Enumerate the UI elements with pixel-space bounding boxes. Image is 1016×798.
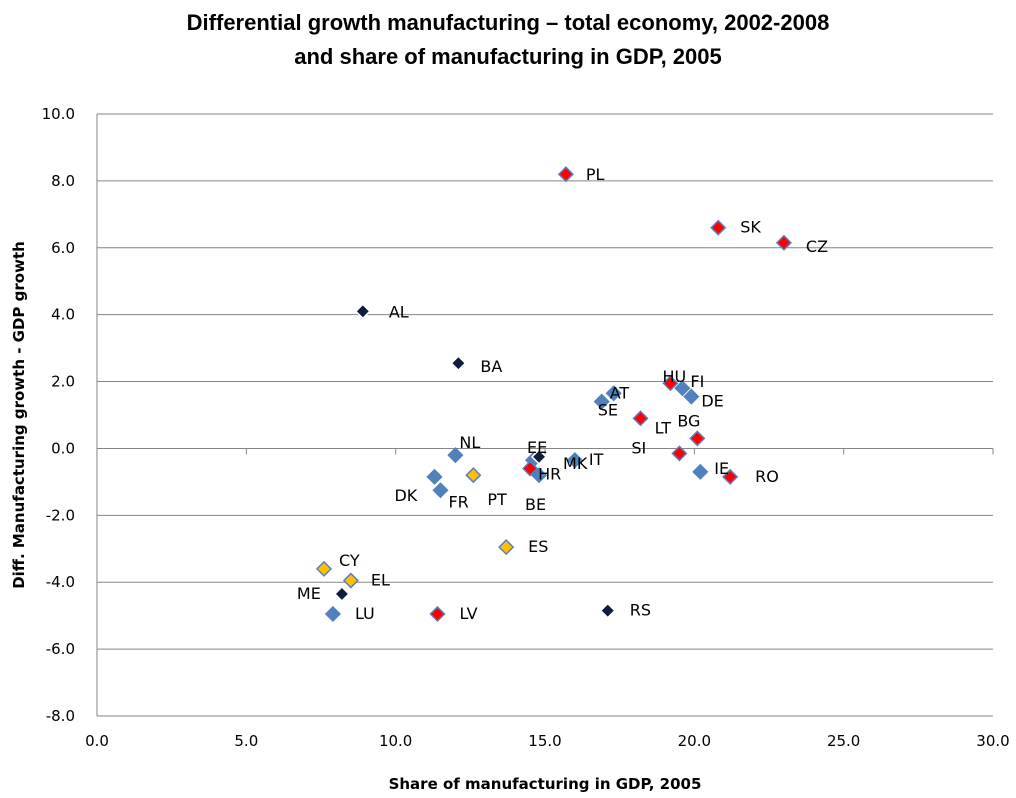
point-label-fr: FR: [448, 492, 468, 511]
data-point-pt: [465, 467, 482, 484]
point-label-dk: DK: [394, 486, 417, 505]
point-label-pt: PT: [487, 490, 507, 509]
y-tick-label: -4.0: [46, 573, 75, 591]
y-tick-label: 10.0: [42, 105, 75, 123]
data-point-hr: [522, 460, 539, 477]
point-label-mk: MK: [563, 454, 588, 473]
point-label-es: ES: [528, 537, 548, 556]
data-point-dk: [426, 468, 443, 485]
data-point-fr: [432, 482, 449, 499]
gridlines: [97, 113, 993, 717]
data-point-cy: [315, 560, 333, 577]
point-label-de: DE: [701, 392, 723, 411]
data-point-de: [683, 388, 700, 405]
data-point-rs: [599, 602, 616, 619]
point-label-lu: LU: [355, 604, 375, 623]
point-label-ba: BA: [480, 357, 502, 376]
data-point-bg: [689, 430, 706, 447]
axes: [96, 114, 994, 716]
x-tick-label: 15.0: [528, 732, 561, 750]
y-axis-label: Diff. Manufacturing growth - GDP growth: [10, 241, 28, 589]
y-tick-label: -6.0: [46, 640, 75, 658]
chart-title-block: Differential growth manufacturing – tota…: [0, 6, 1016, 74]
x-tick-labels: 0.0 5.0 10.0 15.0 20.0 25.0 30.0: [85, 732, 1010, 750]
y-tick-label: -8.0: [46, 707, 75, 725]
x-tick-label: 25.0: [827, 732, 860, 750]
point-label-sk: SK: [740, 218, 761, 237]
point-label-rs: RS: [630, 601, 651, 620]
point-label-el: EL: [371, 571, 390, 590]
point-label-hu: HU: [662, 367, 686, 386]
data-point-it: [566, 452, 583, 469]
data-point-si: [671, 445, 688, 462]
data-point-lu: [324, 605, 342, 623]
point-label-lv: LV: [459, 604, 477, 623]
data-point-cz: [775, 234, 792, 251]
data-point-ro: [722, 468, 739, 485]
data-point-hu: [662, 375, 679, 392]
data-point-se: [593, 393, 610, 410]
data-point-mk: [530, 448, 548, 465]
data-point-al: [354, 303, 371, 320]
point-label-it: IT: [589, 450, 604, 469]
data-point-at: [605, 385, 622, 402]
point-label-se: SE: [598, 401, 618, 420]
data-point-me: [333, 585, 350, 602]
point-label-hr: HR: [538, 465, 561, 484]
point-label-be: BE: [525, 495, 546, 514]
point-label-ie: IE: [714, 459, 729, 478]
chart-subtitle: and share of manufacturing in GDP, 2005: [294, 44, 722, 69]
point-label-cz: CZ: [806, 237, 828, 256]
point-label-al: AL: [389, 302, 409, 321]
data-point-el: [342, 572, 359, 589]
y-tick-labels: -8.0 -6.0 -4.0 -2.0 0.0 2.0 4.0 6.0 8.0 10.0: [42, 105, 75, 725]
y-tick-label: 8.0: [51, 172, 75, 190]
x-tick-label: 5.0: [234, 732, 258, 750]
y-tick-label: -2.0: [46, 506, 75, 524]
point-label-fi: FI: [690, 372, 704, 391]
point-label-lt: LT: [655, 418, 672, 437]
data-point-ba: [450, 355, 467, 372]
point-label-me: ME: [297, 584, 321, 603]
data-point-sk: [710, 219, 727, 236]
data-point-fi: [674, 380, 691, 397]
point-label-si: SI: [631, 438, 646, 457]
y-tick-label: 4.0: [51, 306, 75, 324]
x-tick-label: 20.0: [678, 732, 711, 750]
x-tick-label: 30.0: [976, 732, 1009, 750]
data-point-nl: [447, 447, 464, 464]
y-tick-label: 0.0: [51, 439, 75, 457]
point-label-at: AT: [610, 383, 630, 402]
data-point-pl: [557, 166, 574, 183]
point-label-bg: BG: [677, 411, 700, 430]
data-points: [315, 166, 792, 623]
data-point-es: [498, 539, 515, 556]
x-tick-label: 0.0: [85, 732, 109, 750]
point-label-cy: CY: [339, 551, 360, 570]
x-tick-label: 10.0: [379, 732, 412, 750]
point-label-nl: NL: [459, 433, 480, 452]
data-point-lv: [429, 605, 446, 623]
data-point-lt: [632, 410, 649, 427]
data-point-be: [530, 467, 548, 484]
point-label-ro: RO: [755, 467, 779, 486]
y-tick-label: 2.0: [51, 373, 75, 391]
point-label-ee: EE: [527, 438, 547, 457]
point-label-pl: PL: [586, 165, 605, 184]
data-point-ie: [692, 463, 709, 480]
chart-title: Differential growth manufacturing – tota…: [186, 10, 830, 35]
x-axis-label: Share of manufacturing in GDP, 2005: [389, 775, 702, 793]
y-tick-label: 6.0: [51, 239, 75, 257]
